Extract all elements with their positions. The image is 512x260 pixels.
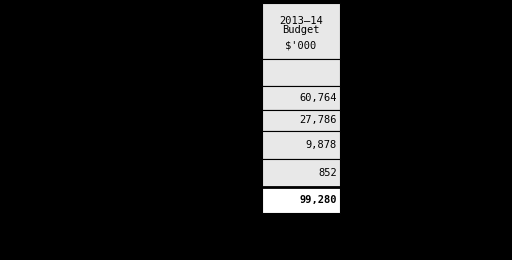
Text: 852: 852 (318, 168, 337, 178)
Bar (262, 187, 340, 213)
Bar (262, 3, 340, 59)
Bar (262, 159, 340, 187)
Text: 99,280: 99,280 (300, 195, 337, 205)
Text: 2013–14: 2013–14 (279, 16, 323, 26)
Text: 27,786: 27,786 (300, 115, 337, 125)
Bar (262, 86, 340, 110)
Bar (262, 110, 340, 131)
Text: $'000: $'000 (285, 40, 316, 50)
Text: 60,764: 60,764 (300, 93, 337, 103)
Text: 9,878: 9,878 (306, 140, 337, 149)
Text: Budget: Budget (282, 25, 320, 35)
Bar (262, 59, 340, 86)
Bar (262, 131, 340, 159)
